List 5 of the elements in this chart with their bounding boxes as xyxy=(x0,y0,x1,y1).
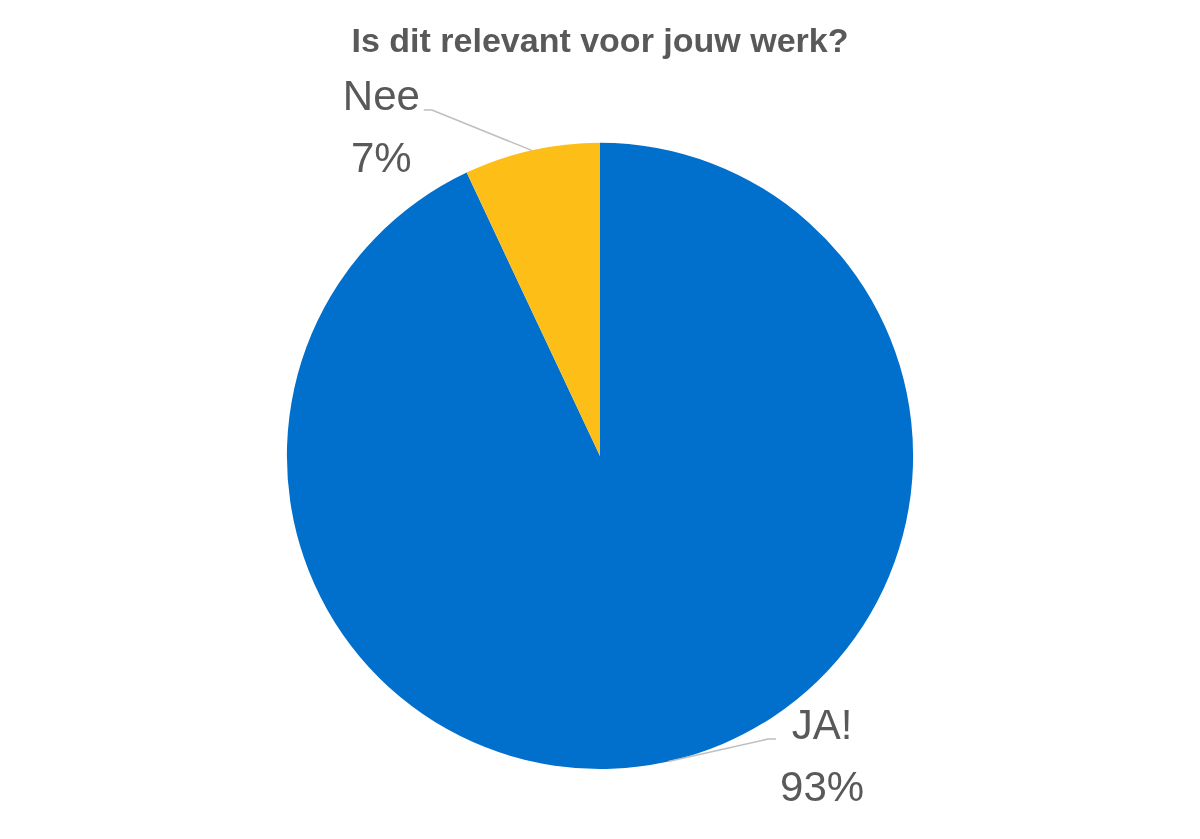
slice-label: Nee xyxy=(342,71,420,119)
slice-label: JA! xyxy=(791,700,853,748)
chart-title: Is dit relevant voor jouw werk? xyxy=(351,20,849,59)
data-label: 93% xyxy=(780,762,865,810)
data-label: 7% xyxy=(351,133,412,181)
